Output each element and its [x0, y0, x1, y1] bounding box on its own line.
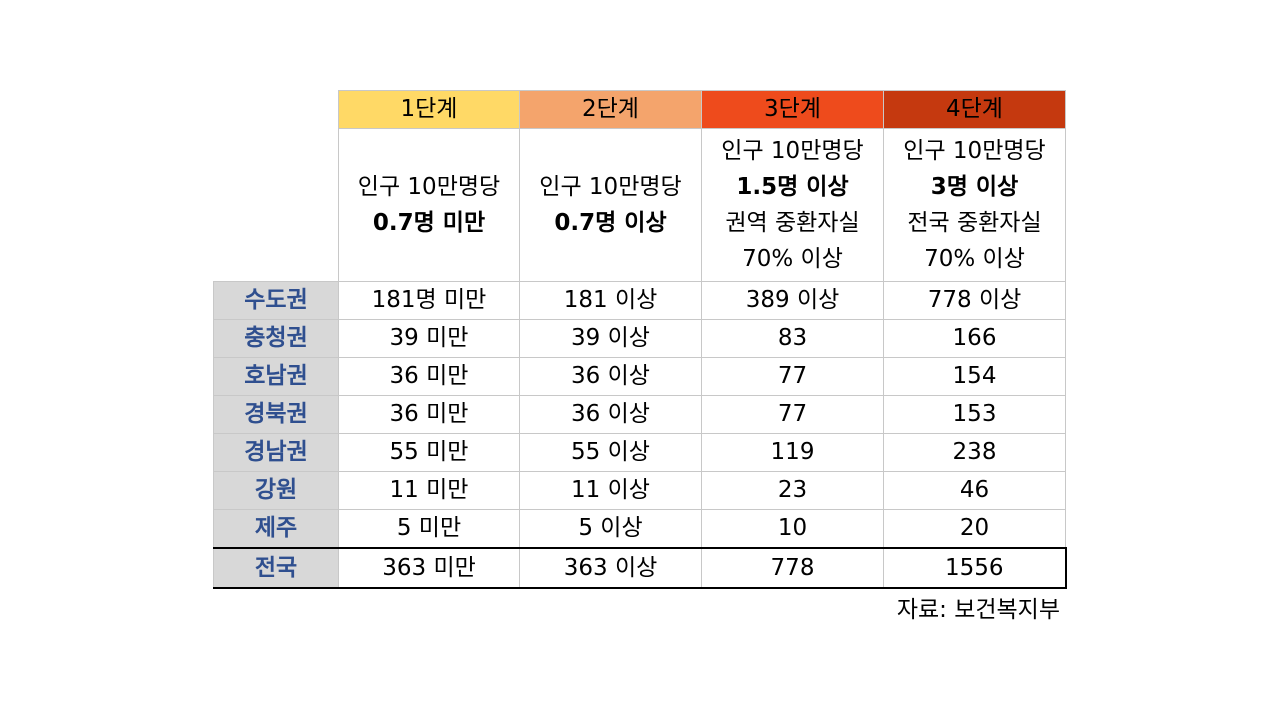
table-cell: 154 [883, 357, 1066, 396]
table-row: 경북권 36 미만 36 이상 77 153 [213, 395, 1066, 434]
stage-1-header: 1단계 [338, 90, 520, 129]
table-cell: 36 미만 [338, 357, 520, 396]
table-cell: 39 이상 [519, 319, 702, 358]
region-label: 제주 [213, 509, 339, 549]
table-cell: 778 이상 [883, 281, 1066, 320]
region-label: 강원 [213, 471, 339, 510]
criteria-line: 인구 10만명당 [721, 138, 864, 164]
criteria-row: 인구 10만명당 0.7명 미만 인구 10만명당 0.7명 이상 인구 10만… [213, 128, 1066, 282]
table-cell: 5 이상 [519, 509, 702, 549]
stage-header-row: 1단계 2단계 3단계 4단계 [213, 90, 1066, 129]
table-cell: 181명 미만 [338, 281, 520, 320]
region-label: 경남권 [213, 433, 339, 472]
table-cell: 166 [883, 319, 1066, 358]
total-cell: 363 이상 [519, 547, 702, 589]
table-cell: 39 미만 [338, 319, 520, 358]
table-cell: 77 [701, 395, 884, 434]
criteria-line: 인구 10만명당 [539, 174, 682, 200]
corner-cell [213, 128, 339, 282]
region-label: 충청권 [213, 319, 339, 358]
table-cell: 83 [701, 319, 884, 358]
stage-4-criteria: 인구 10만명당 3명 이상 전국 중환자실 70% 이상 [883, 128, 1066, 282]
total-cell: 1556 [883, 547, 1067, 589]
stage-3-header: 3단계 [701, 90, 884, 129]
criteria-line: 권역 중환자실 [725, 210, 860, 236]
table-cell: 10 [701, 509, 884, 549]
table-cell: 36 이상 [519, 357, 702, 396]
table-cell: 36 미만 [338, 395, 520, 434]
criteria-line: 전국 중환자실 [907, 210, 1042, 236]
total-cell: 363 미만 [338, 547, 520, 589]
criteria-line: 3명 이상 [930, 174, 1019, 200]
table-cell: 55 미만 [338, 433, 520, 472]
table-cell: 23 [701, 471, 884, 510]
table-row: 강원 11 미만 11 이상 23 46 [213, 471, 1066, 510]
source-note: 자료: 보건복지부 [896, 597, 1060, 623]
table-cell: 55 이상 [519, 433, 702, 472]
criteria-line: 0.7명 미만 [372, 210, 486, 236]
table-cell: 238 [883, 433, 1066, 472]
stage-3-criteria: 인구 10만명당 1.5명 이상 권역 중환자실 70% 이상 [701, 128, 884, 282]
stage-4-header: 4단계 [883, 90, 1066, 129]
region-label: 수도권 [213, 281, 339, 320]
stage-criteria-table: 1단계 2단계 3단계 4단계 인구 10만명당 0.7명 미만 인구 10만명… [213, 90, 1067, 589]
table-cell: 77 [701, 357, 884, 396]
table-cell: 46 [883, 471, 1066, 510]
table-cell: 153 [883, 395, 1066, 434]
criteria-line: 인구 10만명당 [357, 174, 501, 200]
total-label: 전국 [213, 547, 339, 589]
criteria-line: 70% 이상 [742, 246, 843, 272]
criteria-line: 인구 10만명당 [903, 138, 1046, 164]
region-label: 호남권 [213, 357, 339, 396]
criteria-line: 70% 이상 [924, 246, 1025, 272]
table-row: 충청권 39 미만 39 이상 83 166 [213, 319, 1066, 358]
stage-2-criteria: 인구 10만명당 0.7명 이상 [519, 128, 702, 282]
table-cell: 119 [701, 433, 884, 472]
table-cell: 20 [883, 509, 1066, 549]
total-row: 전국 363 미만 363 이상 778 1556 [213, 547, 1067, 589]
total-cell: 778 [701, 547, 884, 589]
stage-1-criteria: 인구 10만명당 0.7명 미만 [338, 128, 520, 282]
table-row: 호남권 36 미만 36 이상 77 154 [213, 357, 1066, 396]
table-cell: 36 이상 [519, 395, 702, 434]
criteria-line: 1.5명 이상 [736, 174, 849, 200]
table-cell: 5 미만 [338, 509, 520, 549]
region-label: 경북권 [213, 395, 339, 434]
table-cell: 11 미만 [338, 471, 520, 510]
corner-cell [213, 90, 339, 129]
table-cell: 181 이상 [519, 281, 702, 320]
table-row: 제주 5 미만 5 이상 10 20 [213, 509, 1066, 549]
table-cell: 11 이상 [519, 471, 702, 510]
stage-2-header: 2단계 [519, 90, 702, 129]
table-row: 경남권 55 미만 55 이상 119 238 [213, 433, 1066, 472]
table-cell: 389 이상 [701, 281, 884, 320]
table-row: 수도권 181명 미만 181 이상 389 이상 778 이상 [213, 281, 1066, 320]
criteria-line: 0.7명 이상 [554, 210, 667, 236]
